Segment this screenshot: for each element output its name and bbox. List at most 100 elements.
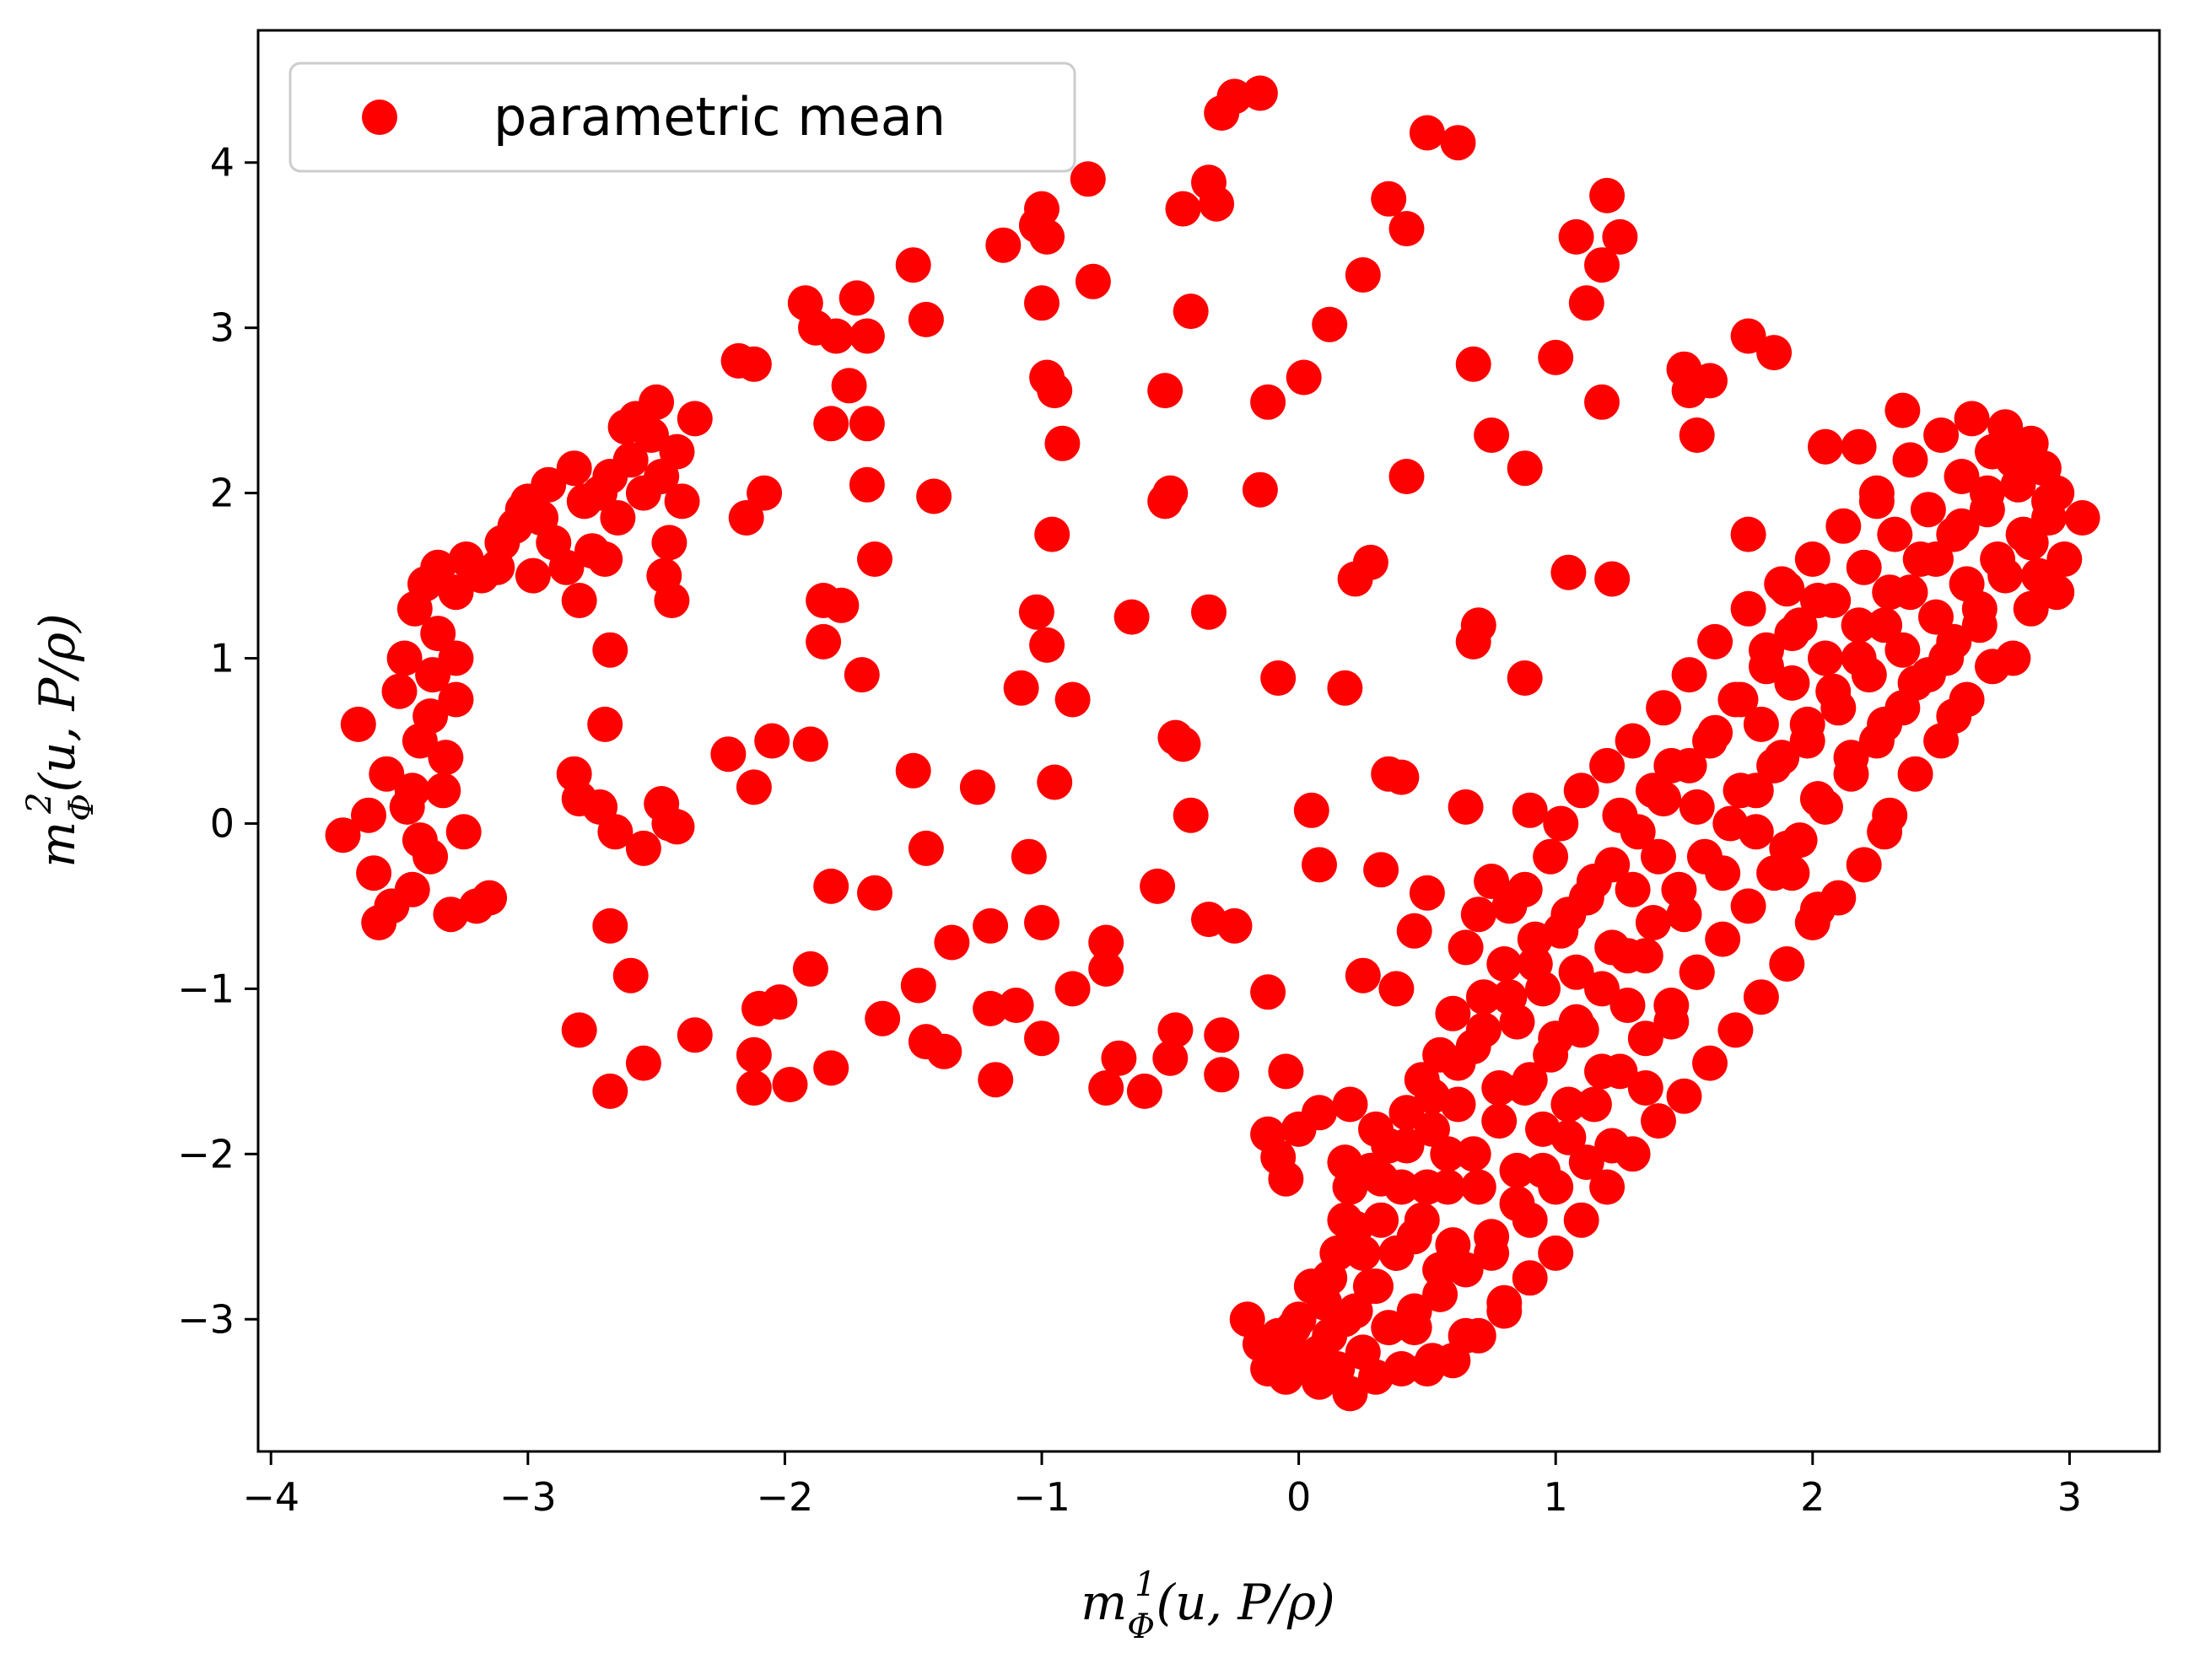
- data-point: [1646, 690, 1682, 726]
- data-point: [2039, 574, 2075, 611]
- data-point: [1584, 971, 1620, 1007]
- data-point: [978, 1062, 1014, 1098]
- data-point: [369, 756, 405, 792]
- data-point: [849, 406, 885, 442]
- data-point: [664, 483, 700, 520]
- data-point: [2013, 525, 2049, 561]
- data-point: [1679, 954, 1715, 990]
- data-point: [1499, 1152, 1535, 1188]
- data-point: [1892, 442, 1928, 478]
- data-point: [548, 549, 585, 585]
- data-point: [1558, 954, 1594, 990]
- data-point: [1054, 681, 1091, 718]
- data-point: [1332, 1376, 1368, 1412]
- data-point: [1666, 1078, 1702, 1114]
- data-point: [420, 549, 456, 585]
- data-point: [1609, 938, 1646, 974]
- data-point: [1345, 257, 1381, 293]
- data-point: [1352, 1268, 1388, 1305]
- data-point: [1653, 988, 1690, 1023]
- data-point: [1088, 950, 1124, 987]
- data-point: [1533, 1037, 1569, 1073]
- data-point: [1460, 1169, 1496, 1205]
- data-point: [1037, 764, 1073, 800]
- data-point: [1568, 1144, 1604, 1181]
- data-point: [1944, 459, 1980, 494]
- data-point: [1440, 1045, 1476, 1081]
- y-tick-label: −1: [177, 966, 235, 1011]
- data-point: [438, 640, 474, 676]
- data-point: [592, 1073, 628, 1109]
- data-point: [625, 1045, 661, 1081]
- data-point: [1641, 1103, 1676, 1139]
- data-point: [1799, 583, 1836, 618]
- data-point: [625, 830, 661, 866]
- data-point: [1499, 1186, 1535, 1222]
- data-point: [1764, 740, 1800, 776]
- data-point: [1923, 723, 1960, 759]
- data-point: [1910, 492, 1946, 528]
- data-point: [736, 769, 772, 805]
- y-tick-label: −3: [177, 1296, 235, 1342]
- data-point: [592, 632, 628, 668]
- x-tick-label: 0: [1286, 1474, 1311, 1520]
- data-point: [1396, 1310, 1432, 1346]
- data-point: [1312, 1260, 1348, 1296]
- data-point: [1507, 1070, 1543, 1106]
- data-point: [1481, 1103, 1518, 1139]
- x-axis-label-sub: Φ: [1127, 1607, 1155, 1646]
- data-point: [998, 988, 1034, 1023]
- data-point: [1918, 541, 1954, 577]
- data-point: [813, 868, 849, 904]
- data-point: [1679, 789, 1715, 825]
- data-point: [772, 1067, 808, 1102]
- data-point: [1846, 847, 1882, 883]
- data-point: [1782, 822, 1818, 859]
- data-point: [1679, 417, 1715, 453]
- data-point: [1936, 623, 1972, 660]
- data-point: [438, 574, 474, 611]
- data-point: [1884, 632, 1921, 668]
- data-point: [381, 673, 418, 709]
- x-tick-label: 2: [1800, 1474, 1825, 1520]
- data-point: [1884, 690, 1921, 726]
- data-point: [1204, 1017, 1240, 1053]
- data-point: [908, 830, 944, 866]
- data-point: [1584, 247, 1620, 283]
- data-point: [1409, 875, 1445, 911]
- data-point: [1486, 946, 1523, 982]
- data-point: [1949, 681, 1985, 718]
- data-point: [813, 1050, 849, 1086]
- data-point: [1388, 1128, 1425, 1164]
- data-point: [1034, 516, 1070, 552]
- data-point: [1242, 471, 1278, 508]
- data-point: [900, 967, 936, 1004]
- data-point: [959, 769, 995, 805]
- data-point: [1533, 838, 1569, 875]
- data-point: [1378, 1235, 1415, 1271]
- data-point: [325, 817, 361, 853]
- legend-box: [288, 62, 1076, 173]
- data-point: [2013, 590, 2049, 627]
- data-point: [1165, 726, 1201, 762]
- data-point: [1191, 594, 1227, 630]
- x-axis-label-sup: 1: [1135, 1565, 1156, 1604]
- data-point: [1589, 177, 1626, 213]
- data-point: [1024, 1020, 1059, 1057]
- data-point: [1517, 946, 1553, 982]
- data-point: [659, 809, 695, 845]
- data-point: [1743, 706, 1779, 742]
- data-point: [1858, 723, 1895, 759]
- data-point: [1558, 218, 1594, 255]
- data-point: [659, 433, 695, 470]
- data-point: [1337, 1210, 1373, 1247]
- data-point: [1302, 1334, 1337, 1370]
- data-point: [2064, 500, 2100, 536]
- data-point: [612, 442, 649, 478]
- data-point: [1332, 1086, 1368, 1123]
- data-point: [1769, 946, 1805, 982]
- data-point: [600, 500, 636, 536]
- data-point: [1312, 306, 1348, 342]
- data-point: [1430, 1169, 1466, 1205]
- y-axis-label-sub: Φ: [62, 794, 101, 821]
